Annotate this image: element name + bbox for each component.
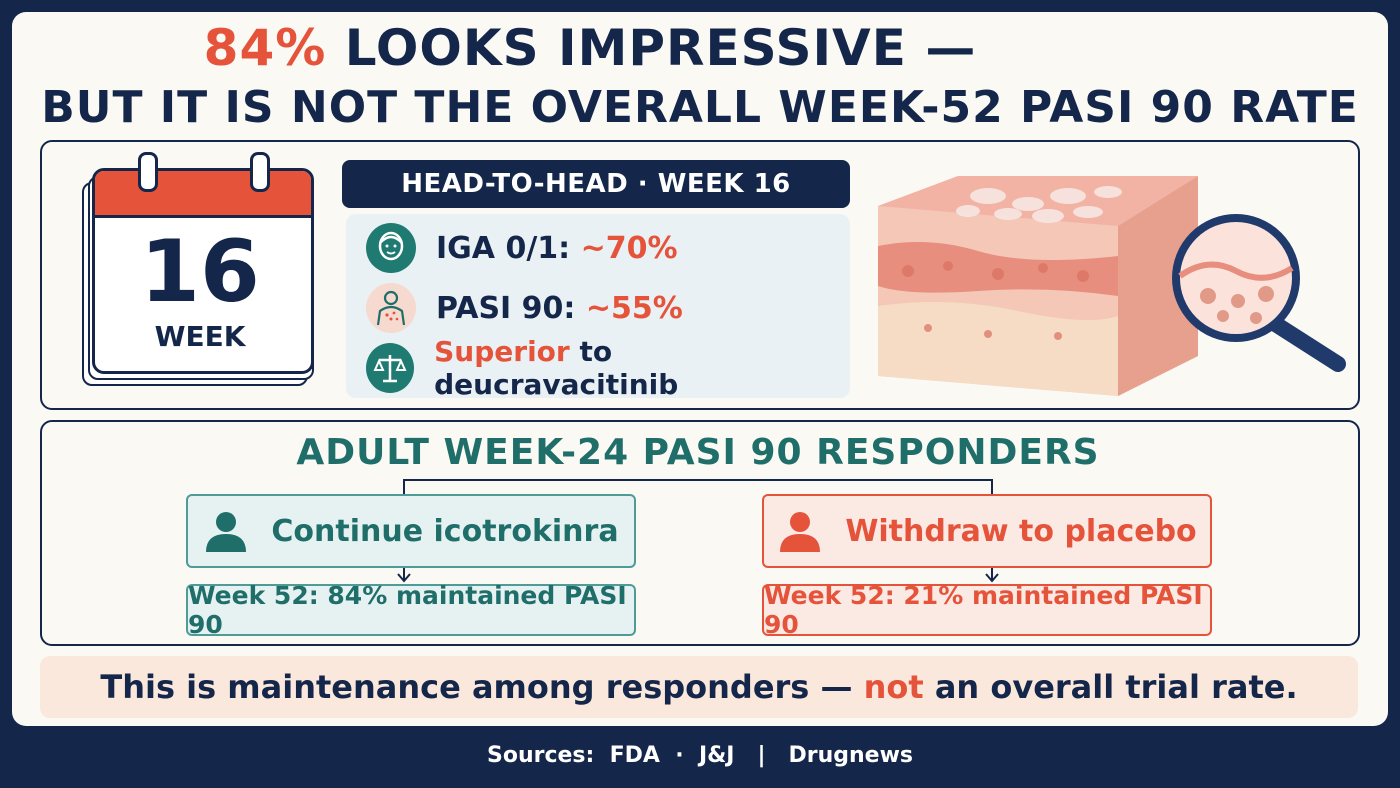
calendar-ring (250, 152, 270, 192)
headline-accent: 84% (203, 19, 327, 77)
pasi-label: PASI 90: (436, 290, 586, 326)
sources-footer: Sources: FDA · J&J | Drugnews (486, 743, 914, 768)
iga-row: IGA 0/1: ~70% (366, 222, 678, 274)
calendar-ring (138, 152, 158, 192)
note-accent: not (863, 668, 924, 706)
superior-label: Superior (434, 335, 570, 368)
face-icon (366, 223, 416, 273)
body-icon (366, 283, 416, 333)
calendar-icon: 16 WEEK (82, 152, 314, 386)
calendar-week-number: 16 (140, 222, 260, 322)
skin-cross-section-magnifier-icon (878, 176, 1346, 396)
continue-arm-result: Week 52: 84% maintained PASI 90 (186, 581, 636, 639)
comparator-label: to deucravacitinib (434, 335, 679, 401)
pasi-value: ~55% (585, 290, 683, 326)
scales-icon (366, 343, 415, 393)
iga-value: ~70% (580, 230, 678, 266)
headline-line-2: BUT IT IS NOT THE OVERALL WEEK-52 PASI 9… (41, 82, 1359, 133)
maintenance-note: This is maintenance among responders — n… (40, 656, 1358, 718)
superiority-row: Superior to deucravacitinib (366, 335, 850, 401)
placebo-arm-result: Week 52: 21% maintained PASI 90 (762, 581, 1212, 639)
iga-label: IGA 0/1: (436, 230, 581, 266)
continue-arm: Continue icotrokinra (186, 494, 636, 568)
person-icon (780, 512, 821, 552)
placebo-arm: Withdraw to placebo (762, 494, 1212, 568)
head-to-head-results: IGA 0/1: ~70% PASI 90: ~55% Superior to … (346, 214, 850, 401)
continue-arm-label: Continue icotrokinra (271, 513, 619, 549)
headline-line-1: 84% LOOKS IMPRESSIVE — (0, 18, 1400, 78)
calendar-week-label: WEEK (154, 320, 246, 353)
pasi-row: PASI 90: ~55% (366, 282, 683, 334)
headline-line-1-text: LOOKS IMPRESSIVE — (326, 19, 977, 77)
note-text-before: This is maintenance among responders — (100, 668, 864, 706)
responders-title: ADULT WEEK-24 PASI 90 RESPONDERS (296, 432, 1100, 473)
note-text-after: an overall trial rate. (923, 668, 1298, 706)
person-icon (206, 512, 247, 552)
placebo-arm-label: Withdraw to placebo (845, 513, 1197, 549)
head-to-head-header: HEAD-TO-HEAD · WEEK 16 (342, 160, 850, 208)
